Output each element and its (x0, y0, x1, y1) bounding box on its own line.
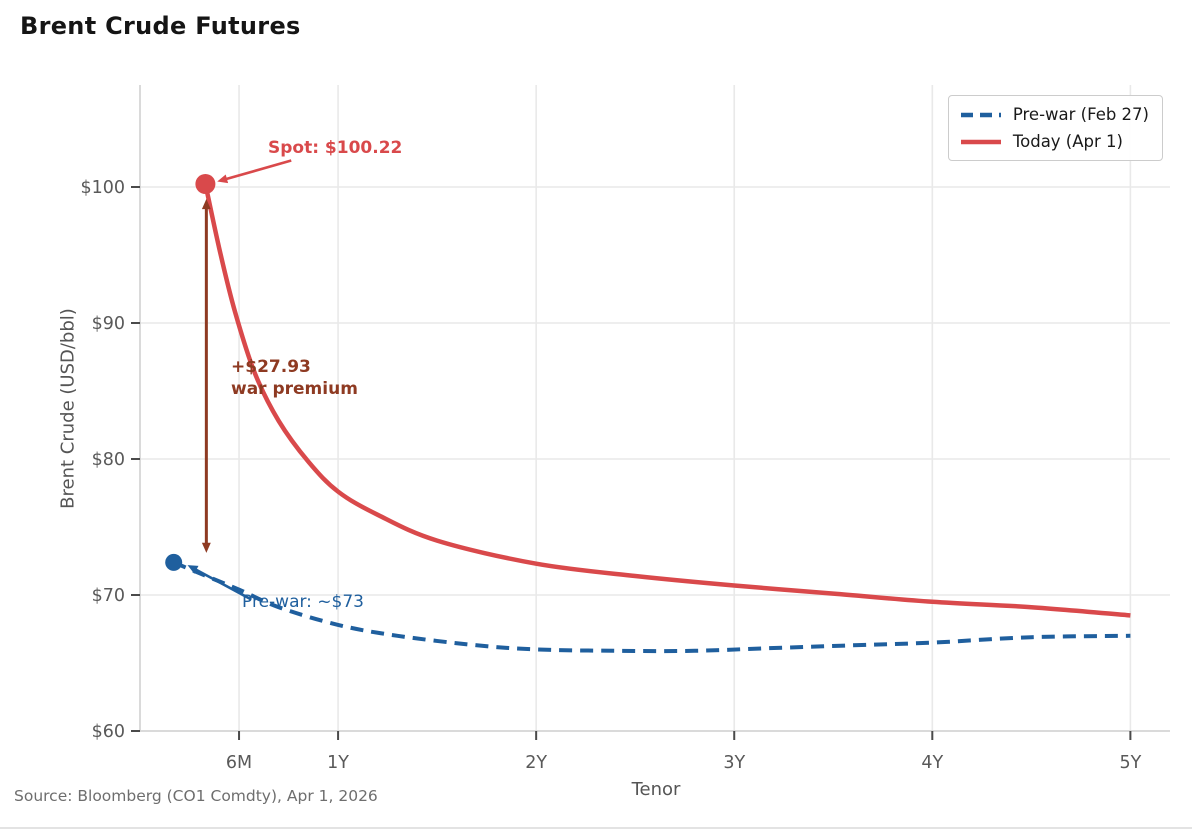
x-axis-title: Tenor (631, 779, 681, 800)
legend: Pre-war (Feb 27) Today (Apr 1) (947, 95, 1163, 161)
annotation-war-premium-line1: +$27.93 (231, 357, 311, 377)
spot-arrow (223, 159, 292, 182)
y-tick-label: $90 (92, 314, 125, 334)
legend-item-today: Today (Apr 1) (960, 132, 1149, 151)
source-note: Source: Bloomberg (CO1 Comdty), Apr 1, 2… (14, 787, 378, 805)
spot-arrow-head (217, 174, 229, 184)
legend-item-prewar: Pre-war (Feb 27) (960, 105, 1149, 124)
x-tick-label: 5Y (1119, 753, 1141, 773)
series-start-marker-today (195, 174, 216, 194)
series-start-marker-prewar (165, 553, 183, 571)
x-tick-label: 1Y (327, 753, 349, 773)
x-tick-label: 4Y (921, 753, 943, 773)
y-axis-title: Brent Crude (USD/bbl) (57, 308, 79, 509)
legend-label-prewar: Pre-war (Feb 27) (1012, 105, 1149, 124)
annotation-war-premium-line2: war premium (231, 379, 358, 399)
y-tick-label: $80 (92, 450, 125, 470)
series-line-today (203, 183, 1131, 618)
x-tick-label: 2Y (525, 753, 547, 773)
prewar-arrow-head (187, 565, 199, 574)
y-tick-label: $60 (92, 722, 125, 742)
series-line-prewar (172, 560, 1131, 654)
legend-label-today: Today (Apr 1) (1012, 132, 1123, 151)
x-tick-label: 3Y (723, 753, 745, 773)
annotation-prewar: Pre-war: ~$73 (242, 592, 364, 612)
y-tick-label: $70 (92, 586, 125, 606)
war-premium-arrow-head (201, 199, 211, 210)
war-premium-arrow-head (201, 542, 211, 553)
prewar-dashed-line-icon (960, 112, 1001, 117)
chart-title: Brent Crude Futures (20, 12, 301, 40)
today-solid-line-icon (960, 139, 1001, 144)
prewar-arrow (192, 567, 252, 601)
annotation-spot: Spot: $100.22 (268, 138, 403, 158)
x-tick-label: 6M (226, 753, 252, 773)
annotation-war-premium: +$27.93 war premium (231, 356, 358, 400)
y-tick-label: $100 (80, 178, 125, 198)
